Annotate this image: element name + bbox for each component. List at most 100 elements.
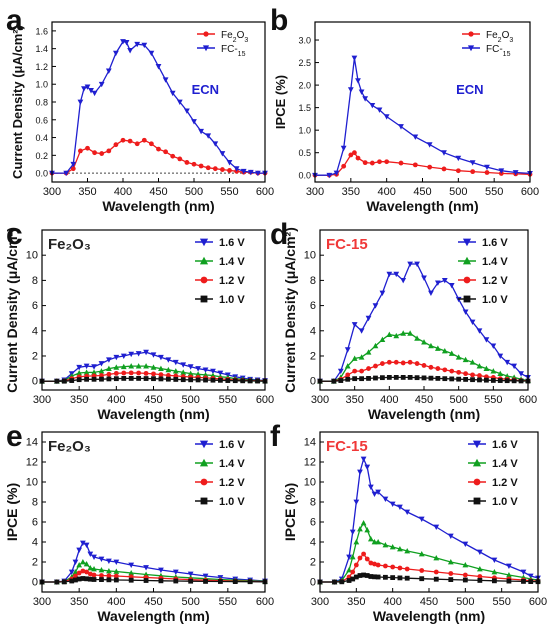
- data-point: [447, 533, 454, 539]
- panel-letter: a: [6, 4, 23, 37]
- data-point: [210, 377, 216, 383]
- data-point: [326, 172, 333, 179]
- data-point: [426, 142, 433, 148]
- data-point: [91, 369, 97, 375]
- data-point: [113, 354, 120, 361]
- data-point: [528, 579, 534, 584]
- data-point: [158, 578, 164, 584]
- x-tick-label: 550: [219, 596, 237, 608]
- data-point: [99, 376, 104, 382]
- data-point: [163, 149, 169, 155]
- x-tick-label: 300: [43, 186, 61, 198]
- y-tick-label: 2: [310, 350, 316, 362]
- plot-frame: [319, 431, 539, 593]
- data-point: [172, 368, 179, 374]
- data-point: [353, 574, 359, 580]
- data-point: [70, 166, 76, 172]
- data-point: [184, 108, 190, 114]
- data-point: [441, 347, 448, 354]
- data-point: [158, 365, 164, 371]
- data-point: [504, 373, 511, 379]
- plot-frame: [41, 229, 266, 391]
- y-tick-label: 8: [310, 497, 316, 509]
- data-point: [355, 155, 361, 161]
- data-point: [447, 559, 454, 565]
- data-point: [121, 376, 127, 381]
- data-point: [127, 138, 133, 144]
- data-point: [419, 576, 425, 582]
- x-tick-label: 450: [420, 596, 438, 608]
- data-point: [357, 573, 363, 578]
- data-point: [83, 561, 90, 567]
- y-tick-label: 2.5: [298, 58, 311, 68]
- data-point: [150, 352, 157, 358]
- data-point: [371, 491, 378, 497]
- data-point: [433, 569, 439, 575]
- data-point: [491, 557, 498, 563]
- data-point: [76, 570, 82, 576]
- data-point: [456, 376, 462, 382]
- legend-label: 1.6 V: [492, 439, 518, 451]
- data-point: [400, 277, 407, 284]
- series-line: [315, 151, 531, 176]
- x-tick-label: 600: [529, 596, 547, 608]
- data-point: [80, 540, 86, 546]
- x-axis-label: Wavelength (nm): [368, 406, 480, 422]
- data-point: [195, 366, 201, 372]
- data-point: [386, 331, 393, 337]
- data-point: [158, 376, 164, 382]
- y-tick-label: 4: [32, 537, 38, 549]
- data-point: [106, 376, 112, 382]
- y-tick-label: 0.0: [35, 169, 48, 179]
- data-point: [173, 578, 179, 584]
- data-point: [364, 527, 371, 533]
- data-point: [247, 378, 253, 384]
- data-point: [202, 371, 209, 378]
- data-point: [91, 364, 97, 370]
- data-point: [455, 168, 461, 174]
- legend-label: 1.2 V: [492, 477, 518, 489]
- data-point: [477, 377, 482, 383]
- x-axis-label: Wavelength (nm): [373, 608, 485, 624]
- x-tick-label: 600: [256, 394, 274, 406]
- data-point: [360, 520, 367, 526]
- y-tick-label: 1.6: [35, 26, 48, 36]
- data-point: [180, 362, 187, 368]
- data-point: [414, 335, 420, 341]
- y-tick-label: 12: [26, 457, 38, 469]
- data-point: [106, 558, 112, 564]
- data-point: [218, 579, 223, 584]
- data-point: [504, 359, 511, 366]
- data-point: [364, 556, 370, 562]
- data-point: [187, 370, 194, 377]
- x-tick-label: 450: [144, 596, 162, 608]
- data-point: [158, 567, 164, 573]
- data-point: [232, 378, 238, 384]
- data-point: [143, 370, 149, 376]
- panel-letter: f: [270, 420, 281, 453]
- legend-label: 1.0 V: [492, 496, 518, 508]
- data-point: [357, 555, 363, 561]
- data-point: [331, 378, 337, 384]
- data-point: [352, 376, 358, 382]
- data-point: [349, 554, 356, 560]
- data-point: [434, 345, 441, 351]
- x-tick-label: 500: [449, 394, 467, 406]
- data-point: [113, 142, 119, 148]
- x-tick-label: 300: [311, 596, 329, 608]
- data-point: [504, 378, 510, 384]
- data-point: [433, 555, 440, 561]
- data-point: [165, 376, 171, 382]
- data-point: [366, 376, 371, 381]
- data-point: [113, 376, 119, 382]
- y-tick-label: 3.0: [298, 36, 311, 46]
- series-line: [320, 521, 539, 583]
- data-point: [87, 571, 93, 577]
- panel-a: a 300 350 400 450 500 550 600 0.0 0.2 0.4 0.6 0.8 1.0…: [6, 4, 274, 214]
- y-tick-label: 6: [310, 517, 316, 529]
- data-point: [345, 372, 351, 378]
- data-point: [106, 573, 112, 579]
- data-point: [113, 370, 119, 376]
- data-point: [412, 134, 419, 140]
- data-point: [247, 169, 254, 176]
